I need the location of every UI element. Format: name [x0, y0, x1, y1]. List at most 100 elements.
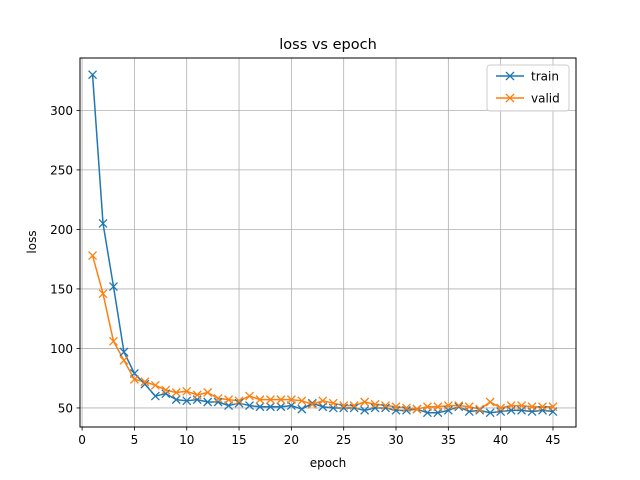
x-tick-label: 15	[231, 433, 246, 447]
data-point-valid	[307, 399, 317, 409]
data-point-valid	[192, 390, 202, 400]
data-point-train	[109, 282, 118, 292]
x-tick-label: 5	[131, 433, 139, 447]
data-point-valid	[109, 336, 118, 346]
x-axis-label: epoch	[310, 456, 347, 470]
data-point-valid	[475, 404, 485, 414]
y-tick-label: 100	[50, 342, 73, 356]
data-point-valid	[485, 397, 495, 407]
x-tick-label: 10	[179, 433, 194, 447]
data-point-valid	[391, 402, 401, 412]
data-point-train	[88, 70, 98, 80]
data-point-train	[339, 403, 349, 413]
data-point-valid	[98, 289, 108, 299]
data-point-valid	[402, 403, 411, 413]
data-point-valid	[496, 403, 506, 413]
data-point-valid	[182, 386, 192, 396]
data-point-train	[402, 405, 411, 415]
data-point-train	[297, 404, 307, 414]
data-point-valid	[119, 355, 129, 365]
x-tick-label: 45	[545, 433, 560, 447]
data-point-train	[161, 389, 171, 399]
data-point-train	[475, 405, 485, 415]
y-tick-label: 50	[58, 401, 73, 415]
data-point-train	[370, 403, 380, 413]
data-point-train	[234, 398, 244, 408]
x-tick-label: 20	[284, 433, 299, 447]
data-point-train	[360, 405, 370, 415]
data-point-valid	[224, 395, 234, 405]
data-point-valid	[286, 395, 296, 405]
x-tick-label: 30	[388, 433, 403, 447]
data-point-train	[538, 405, 547, 415]
data-point-train	[119, 347, 129, 357]
data-point-valid	[370, 399, 380, 409]
data-point-valid	[171, 388, 181, 397]
y-tick-label: 300	[50, 104, 73, 118]
data-point-train	[203, 397, 213, 407]
data-point-valid	[464, 402, 474, 412]
data-point-train	[171, 395, 181, 405]
legend-entry-valid: valid	[496, 92, 560, 106]
data-point-train	[276, 402, 286, 412]
data-point-valid	[129, 374, 139, 384]
y-tick-label: 250	[50, 163, 73, 177]
y-tick-label: 150	[50, 282, 73, 296]
legend-label: train	[531, 70, 559, 84]
data-point-valid	[203, 388, 213, 397]
data-point-train	[150, 391, 160, 401]
data-point-train	[391, 405, 401, 415]
data-point-train	[245, 401, 254, 411]
data-point-valid	[140, 377, 150, 387]
data-point-valid	[213, 393, 223, 403]
data-point-train	[349, 403, 359, 413]
y-tick-label: 200	[50, 223, 73, 237]
data-point-valid	[318, 396, 328, 406]
data-point-valid	[234, 396, 244, 406]
data-point-valid	[381, 401, 391, 411]
data-point-train	[140, 379, 150, 389]
data-point-train	[496, 407, 506, 416]
data-point-valid	[265, 395, 275, 405]
series-markers	[88, 70, 558, 418]
data-point-valid	[517, 401, 527, 411]
data-point-valid	[433, 402, 443, 412]
data-point-valid	[527, 402, 537, 412]
x-tick-label: 35	[441, 433, 456, 447]
data-point-valid	[161, 385, 171, 395]
legend-label: valid	[531, 92, 560, 106]
data-point-train	[381, 403, 391, 413]
data-point-valid	[297, 396, 307, 406]
data-point-train	[98, 218, 108, 228]
x-tick-label: 25	[336, 433, 351, 447]
data-point-valid	[349, 401, 359, 411]
data-point-train	[213, 397, 223, 407]
data-point-valid	[150, 380, 160, 390]
plot-frame	[79, 57, 577, 428]
data-point-train	[485, 408, 495, 418]
legend: train valid	[486, 64, 570, 112]
data-point-valid	[548, 402, 558, 412]
data-point-valid	[245, 391, 254, 401]
data-point-valid	[328, 398, 338, 408]
data-point-train	[307, 398, 317, 408]
data-point-valid	[255, 395, 265, 405]
data-point-valid	[538, 402, 547, 412]
data-point-valid	[454, 401, 464, 411]
chart-title: loss vs epoch	[279, 37, 377, 53]
data-point-valid	[412, 404, 422, 414]
data-point-valid	[506, 401, 516, 411]
data-point-train	[182, 396, 192, 406]
y-axis-label: loss	[25, 230, 39, 253]
x-tick-label: 0	[78, 433, 86, 447]
legend-entry-train: train	[496, 70, 559, 84]
data-point-train	[265, 402, 275, 412]
data-point-valid	[276, 395, 286, 405]
x-axis-ticks: 0 5 10 15 20 25 30 35 40 45	[78, 427, 561, 447]
data-point-valid	[443, 401, 453, 411]
data-point-valid	[422, 402, 432, 412]
data-point-train	[454, 402, 464, 412]
x-tick-label: 40	[493, 433, 508, 447]
data-point-train	[255, 402, 265, 412]
